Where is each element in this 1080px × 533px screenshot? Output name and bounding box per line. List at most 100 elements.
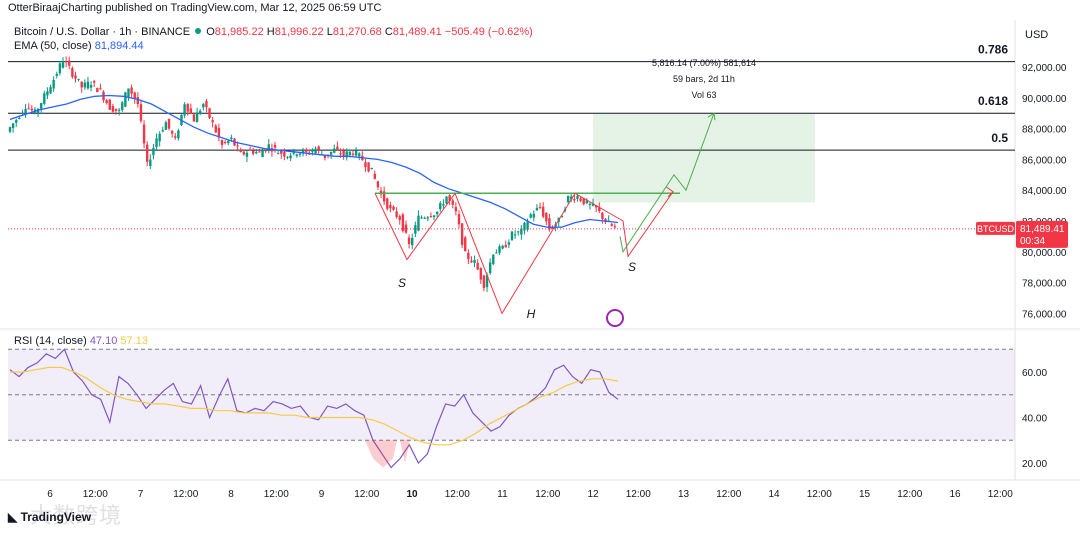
candle — [145, 144, 149, 162]
candle — [18, 118, 21, 120]
rsi-ma-value: 57.13 — [120, 335, 148, 347]
candle — [99, 88, 102, 90]
candle — [342, 150, 345, 156]
candle — [541, 206, 545, 217]
candle — [513, 234, 517, 236]
candle — [255, 152, 258, 154]
candle — [46, 91, 49, 96]
candle — [417, 215, 420, 231]
target-zone — [593, 113, 815, 203]
candle — [276, 153, 280, 155]
ema-legend[interactable]: EMA (50, close) 81,894.44 — [14, 40, 144, 52]
candle — [248, 149, 252, 151]
candle — [370, 167, 373, 170]
rsi-legend[interactable]: RSI (14, close) 47.10 57.13 — [14, 335, 148, 347]
projection-arrowhead — [707, 112, 716, 121]
candle — [464, 237, 467, 252]
time-tick: 12:00 — [988, 489, 1013, 500]
candle — [267, 144, 270, 149]
candle — [111, 106, 115, 112]
candle — [58, 63, 62, 74]
ema-line — [9, 94, 619, 228]
candle — [280, 150, 283, 154]
ema-value: 81,894.44 — [94, 40, 144, 52]
grid — [0, 20, 1080, 481]
candle — [467, 252, 470, 260]
candle — [242, 151, 246, 155]
candle — [601, 212, 604, 220]
candle — [498, 246, 501, 253]
open-label: O — [206, 26, 215, 38]
fib-levels: 0.786 0.618 0.5 — [8, 43, 1015, 151]
time-tick: 10 — [406, 489, 418, 500]
candle — [479, 267, 483, 280]
candle — [114, 108, 118, 111]
time-tick: 13 — [678, 489, 690, 500]
candle — [174, 136, 177, 138]
candle — [454, 207, 458, 212]
candle — [124, 92, 127, 107]
ema-line-path — [9, 94, 619, 228]
candle — [532, 213, 536, 218]
candle — [404, 224, 408, 233]
candle — [286, 156, 289, 158]
candle — [92, 81, 96, 83]
price-tick: 86,000.00 — [1022, 155, 1067, 166]
candle — [230, 137, 233, 139]
candle — [594, 205, 598, 208]
tradingview-logo[interactable]: ◣ TradingView — [8, 510, 91, 524]
candle — [507, 242, 511, 245]
close-label: C — [384, 26, 393, 38]
candle — [239, 150, 242, 152]
candle — [186, 103, 189, 112]
candle — [8, 127, 12, 132]
candle — [80, 81, 83, 88]
candle — [236, 145, 239, 147]
candle — [214, 125, 217, 133]
candle — [354, 150, 358, 156]
candle — [11, 123, 15, 129]
candle — [139, 104, 143, 121]
time-tick: 11 — [497, 489, 508, 500]
watermark-text: 大数跨境 — [30, 503, 123, 528]
candle — [289, 155, 292, 159]
candle — [161, 130, 164, 132]
candle — [551, 227, 554, 229]
candle — [389, 205, 392, 209]
pattern-label: S — [628, 260, 636, 274]
candle — [401, 214, 405, 231]
symbol-name[interactable]: Bitcoin / U.S. Dollar · 1h · BINANCE — [14, 26, 191, 38]
price-tick: 78,000.00 — [1022, 279, 1067, 290]
time-tick: 12 — [587, 489, 599, 500]
tradingview-logo-icon: ◣ — [8, 510, 21, 524]
candle — [211, 120, 214, 123]
candle — [382, 191, 386, 202]
candle — [566, 195, 570, 203]
candle — [217, 127, 221, 138]
rsi-tick: 40.00 — [1022, 414, 1047, 425]
time-tick: 12:00 — [626, 489, 651, 500]
candle — [448, 195, 451, 201]
candle — [49, 87, 52, 94]
candle — [545, 212, 548, 222]
price-tick: 92,000.00 — [1022, 63, 1067, 74]
symbol-tag-text: BTCUSD — [977, 224, 1015, 234]
rsi-ma-line — [10, 366, 619, 446]
fib-label: 0.5 — [991, 131, 1008, 145]
candle — [283, 151, 286, 157]
currency-label[interactable]: USD — [1025, 29, 1049, 41]
candle — [223, 141, 227, 143]
candle — [305, 149, 308, 152]
candle — [432, 215, 436, 218]
measure-line2: 59 bars, 2d 11h — [673, 74, 735, 84]
candle — [39, 103, 43, 109]
candle — [136, 97, 140, 104]
candle — [127, 88, 130, 98]
measure-line1: 5,816.14 (7.00%) 581,614 — [652, 58, 756, 68]
time-tick: 15 — [859, 489, 871, 500]
candle — [423, 217, 426, 219]
candle — [501, 245, 504, 249]
candle — [457, 214, 461, 225]
fib-label: 0.786 — [978, 43, 1008, 57]
